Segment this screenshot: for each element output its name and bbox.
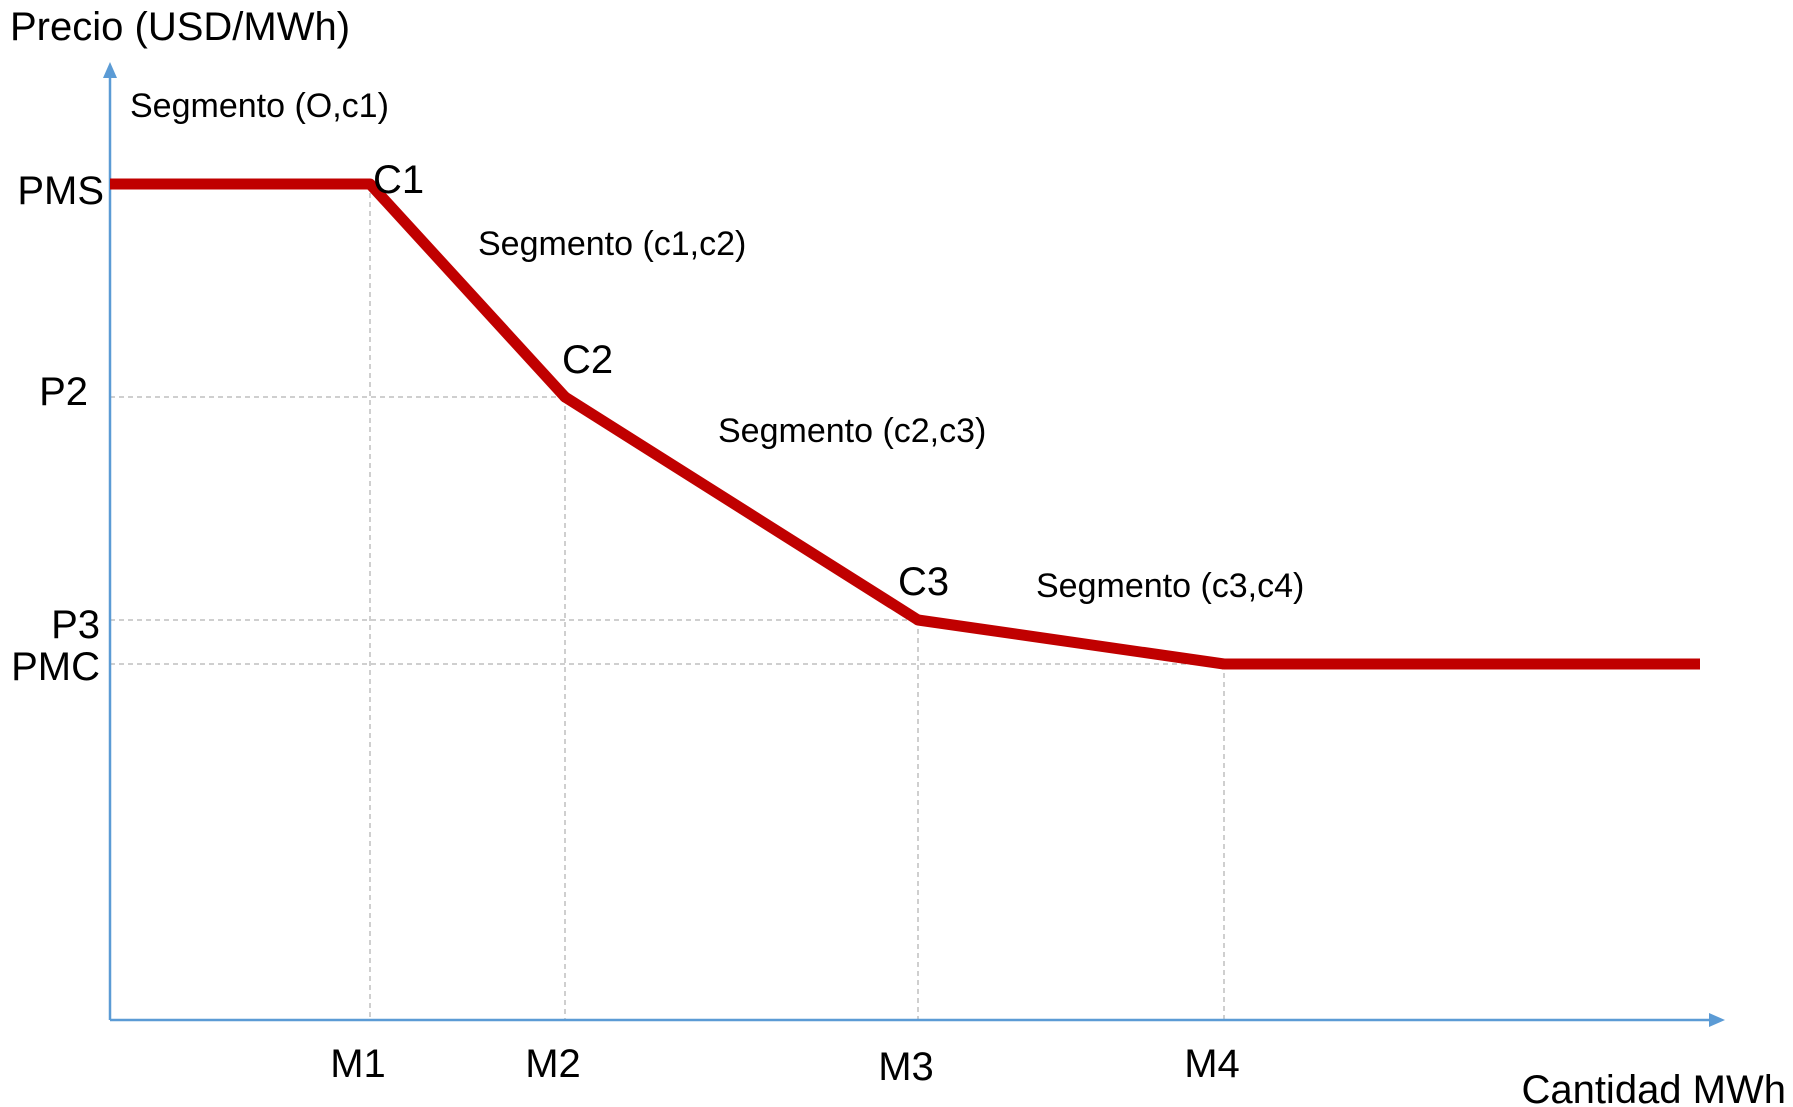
y-axis-arrow-icon [103,62,117,78]
segment-label-2: Segmento (c1,c2) [478,225,746,263]
x-tick-m2: M2 [525,1042,581,1086]
curve-vertex-4 [1218,658,1230,670]
curve-vertex-3 [912,614,924,626]
curve-segment-3 [562,392,921,625]
curve-segment-4 [917,614,1225,670]
axes [103,62,1725,1027]
curve-segment-2 [365,180,570,401]
x-tick-m4: M4 [1184,1042,1240,1086]
point-label-c2: C2 [562,338,613,382]
offer-curve [110,178,1700,670]
segment-label-1: Segmento (O,c1) [130,87,389,125]
curve-vertex-1 [364,178,376,190]
y-tick-pmc: PMC [11,645,100,689]
y-tick-p3: P3 [51,603,100,647]
x-axis-title: Cantidad MWh [1521,1068,1786,1107]
chart-labels: Precio (USD/MWh) Cantidad MWh M1 M2 M3 M4 PM… [10,5,1786,1107]
segment-label-3: Segmento (c2,c3) [718,412,986,450]
guide-lines [110,184,1225,1020]
y-tick-p2: P2 [39,370,88,414]
x-axis-arrow-icon [1709,1013,1725,1027]
segment-label-4: Segmento (c3,c4) [1036,567,1304,605]
y-tick-pms: PMS [17,169,104,213]
point-label-c3: C3 [898,560,949,604]
x-tick-m3: M3 [878,1045,934,1089]
x-tick-m1: M1 [330,1042,386,1086]
point-label-c1: C1 [373,158,424,202]
curve-vertex-2 [559,391,571,403]
y-axis-title: Precio (USD/MWh) [10,5,350,49]
